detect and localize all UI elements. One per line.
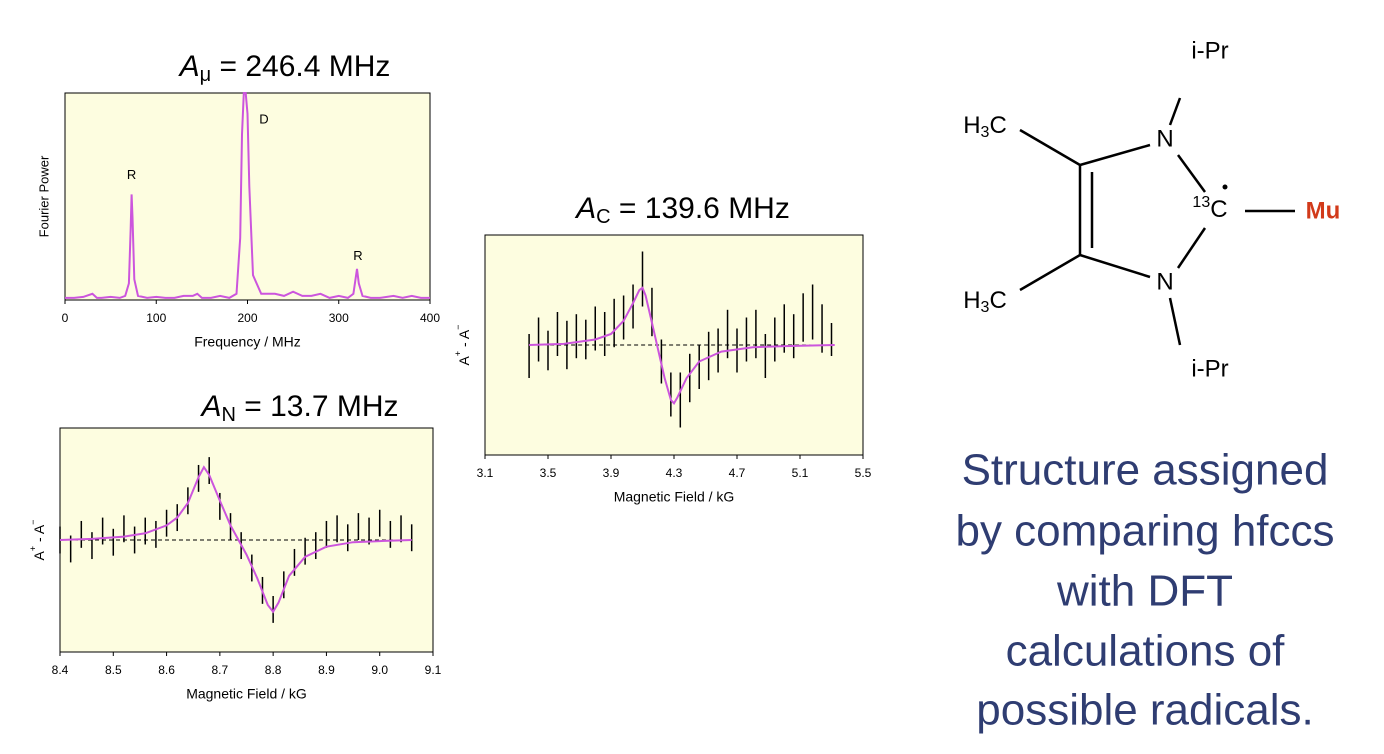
atom: C	[989, 112, 1006, 139]
label-part: A	[31, 550, 47, 560]
label-part: - A	[456, 329, 472, 351]
atom: H	[963, 112, 980, 139]
chart-title: Aμ = 246.4 MHz	[178, 50, 391, 86]
caption-line: Structure assigned	[962, 446, 1329, 495]
title-subscript: C	[596, 206, 610, 228]
atom: C	[1210, 196, 1227, 223]
x-tick-label: 8.8	[265, 663, 282, 677]
bond	[1019, 128, 1081, 167]
label-part: - A	[31, 524, 47, 546]
superscript: +	[28, 546, 38, 551]
label-part: A	[456, 355, 472, 365]
atom: H	[963, 287, 980, 314]
methyl: H3C	[963, 287, 1007, 316]
peak-label: D	[259, 111, 268, 126]
title-text: = 246.4 MHz	[211, 50, 390, 83]
x-tick-label: 5.5	[855, 466, 872, 480]
peak-label: R	[127, 167, 136, 182]
bond	[1019, 253, 1081, 292]
fit-line	[59, 465, 412, 614]
x-tick-label: 4.7	[729, 466, 746, 480]
radical-dot	[1222, 184, 1228, 190]
y-axis-label: Fourier Power	[36, 155, 51, 237]
superscript: −	[453, 325, 463, 330]
atom: C	[989, 287, 1006, 314]
x-tick-label: 0	[62, 311, 69, 325]
substituent: i-Pr	[1191, 37, 1228, 64]
y-axis-label: A+ - A−	[453, 325, 471, 366]
title-symbol: A	[199, 390, 221, 423]
bond	[1079, 143, 1151, 167]
x-tick-label: 100	[146, 311, 166, 325]
x-tick-label: 3.5	[540, 466, 557, 480]
title-symbol: A	[178, 50, 200, 83]
chart-title: AN = 13.7 MHz	[199, 390, 398, 426]
x-tick-label: 200	[237, 311, 257, 325]
superscript: +	[453, 351, 463, 356]
x-tick-label: 8.9	[318, 663, 335, 677]
muonium: Mu	[1306, 197, 1341, 224]
x-tick-label: 300	[329, 311, 349, 325]
bond	[1168, 97, 1182, 126]
subscript: 3	[981, 124, 990, 141]
peak-label: R	[353, 248, 362, 263]
x-tick-label: 9.1	[425, 663, 442, 677]
x-axis-label: Frequency / MHz	[194, 334, 301, 350]
caption-line: with DFT	[1056, 567, 1233, 616]
superscript: −	[28, 520, 38, 525]
x-tick-label: 3.1	[477, 466, 494, 480]
chart-title: AC = 139.6 MHz	[574, 192, 790, 228]
x-tick-label: 8.4	[52, 663, 69, 677]
x-axis-label: Magnetic Field / kG	[614, 489, 735, 505]
bond	[1176, 227, 1207, 269]
x-axis-label: Magnetic Field / kG	[186, 686, 307, 702]
subscript: 3	[981, 299, 990, 316]
title-subscript: μ	[200, 64, 212, 86]
isotope: 13	[1192, 194, 1210, 211]
fit-line	[529, 286, 835, 405]
atom: N	[1156, 268, 1173, 295]
title-symbol: A	[574, 192, 596, 225]
x-tick-label: 400	[420, 311, 440, 325]
x-tick-label: 8.5	[105, 663, 122, 677]
carbon: 13C	[1192, 194, 1227, 223]
caption-line: possible radicals.	[976, 686, 1314, 735]
caption-line: by comparing hfccs	[955, 507, 1334, 556]
molecule	[1019, 97, 1295, 346]
caption-line: calculations of	[1006, 627, 1286, 676]
title-text: = 139.6 MHz	[611, 192, 790, 225]
x-tick-label: 9.0	[371, 663, 388, 677]
title-text: = 13.7 MHz	[236, 390, 399, 423]
bond	[1079, 253, 1151, 279]
x-tick-label: 4.3	[666, 466, 683, 480]
title-subscript: N	[221, 404, 235, 426]
y-axis-label: A+ - A−	[28, 520, 46, 561]
bond	[1176, 154, 1207, 193]
x-tick-label: 3.9	[603, 466, 620, 480]
substituent: i-Pr	[1191, 355, 1228, 382]
spectrum-line	[65, 92, 430, 299]
x-tick-label: 8.6	[158, 663, 175, 677]
atom: N	[1156, 125, 1173, 152]
bond	[1168, 297, 1182, 346]
methyl: H3C	[963, 112, 1007, 141]
x-tick-label: 8.7	[212, 663, 229, 677]
x-tick-label: 5.1	[792, 466, 809, 480]
